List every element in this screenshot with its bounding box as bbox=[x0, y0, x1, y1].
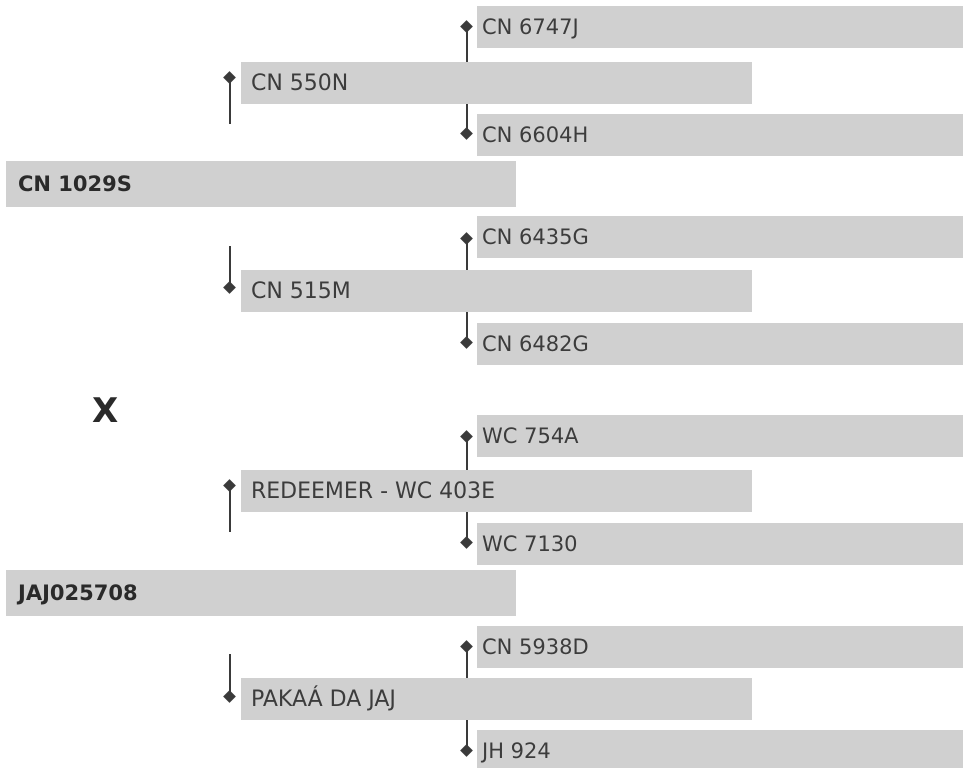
p1-sire-lower-connector bbox=[466, 104, 468, 134]
p1-sire-label: CN 550N bbox=[251, 70, 349, 96]
p1-sire-diamond bbox=[223, 71, 236, 84]
p2-sire-dam-box: WC 7130 bbox=[477, 523, 963, 565]
parent2-label: JAJ025708 bbox=[18, 581, 138, 605]
p2-sire-diamond bbox=[223, 479, 236, 492]
p2-dam-label: PAKAÁ DA JAJ bbox=[251, 686, 396, 712]
p1-sire-dam-label: CN 6604H bbox=[482, 123, 589, 147]
p1-dam-diamond bbox=[223, 281, 236, 294]
p2-sire-label: REDEEMER - WC 403E bbox=[251, 478, 496, 504]
p2-sire-dam-label: WC 7130 bbox=[482, 532, 578, 556]
p2-dam-dam-box: JH 924 bbox=[477, 730, 963, 768]
p1-sire-dam-box: CN 6604H bbox=[477, 114, 963, 156]
p1-dam-sire-diamond bbox=[460, 232, 473, 245]
p1-sire-sire-label: CN 6747J bbox=[482, 15, 579, 39]
p2-sire-sire-box: WC 754A bbox=[477, 415, 963, 457]
p1-sire-dam-diamond bbox=[460, 127, 473, 140]
p1-sire-upper-connector bbox=[466, 24, 468, 62]
p1-dam-lower-connector bbox=[466, 312, 468, 342]
p1-sire-sire-diamond bbox=[460, 20, 473, 33]
p1-dam-dam-box: CN 6482G bbox=[477, 323, 963, 365]
p2-dam-sire-box: CN 5938D bbox=[477, 626, 963, 668]
p1-sire-box: CN 550N bbox=[241, 62, 752, 104]
p2-sire-connector bbox=[229, 486, 231, 532]
p2-dam-sire-label: CN 5938D bbox=[482, 635, 589, 659]
p2-dam-upper-connector bbox=[466, 646, 468, 678]
p2-sire-sire-diamond bbox=[460, 430, 473, 443]
p2-dam-dam-diamond bbox=[460, 744, 473, 757]
p2-sire-box: REDEEMER - WC 403E bbox=[241, 470, 752, 512]
p1-dam-label: CN 515M bbox=[251, 278, 351, 304]
p2-sire-lower-connector bbox=[466, 512, 468, 542]
p1-dam-sire-box: CN 6435G bbox=[477, 216, 963, 258]
p1-dam-dam-diamond bbox=[460, 336, 473, 349]
p2-dam-diamond bbox=[223, 690, 236, 703]
p1-sire-sire-box: CN 6747J bbox=[477, 6, 963, 48]
p2-dam-sire-diamond bbox=[460, 640, 473, 653]
p2-dam-connector bbox=[229, 654, 231, 696]
p2-dam-dam-label: JH 924 bbox=[482, 739, 551, 763]
p1-dam-dam-label: CN 6482G bbox=[482, 332, 589, 356]
p2-sire-dam-diamond bbox=[460, 536, 473, 549]
parent2-box: JAJ025708 bbox=[6, 570, 516, 616]
p1-dam-connector bbox=[229, 246, 231, 288]
p2-sire-sire-label: WC 754A bbox=[482, 424, 579, 448]
p1-dam-upper-connector bbox=[466, 238, 468, 270]
p1-sire-connector bbox=[229, 78, 231, 124]
parent1-label: CN 1029S bbox=[18, 172, 132, 196]
p2-dam-lower-connector bbox=[466, 720, 468, 750]
p2-dam-box: PAKAÁ DA JAJ bbox=[241, 678, 752, 720]
parent1-box: CN 1029S bbox=[6, 161, 516, 207]
cross-symbol: X bbox=[92, 391, 119, 431]
p2-sire-upper-connector bbox=[466, 436, 468, 470]
p1-dam-sire-label: CN 6435G bbox=[482, 225, 589, 249]
p1-dam-box: CN 515M bbox=[241, 270, 752, 312]
